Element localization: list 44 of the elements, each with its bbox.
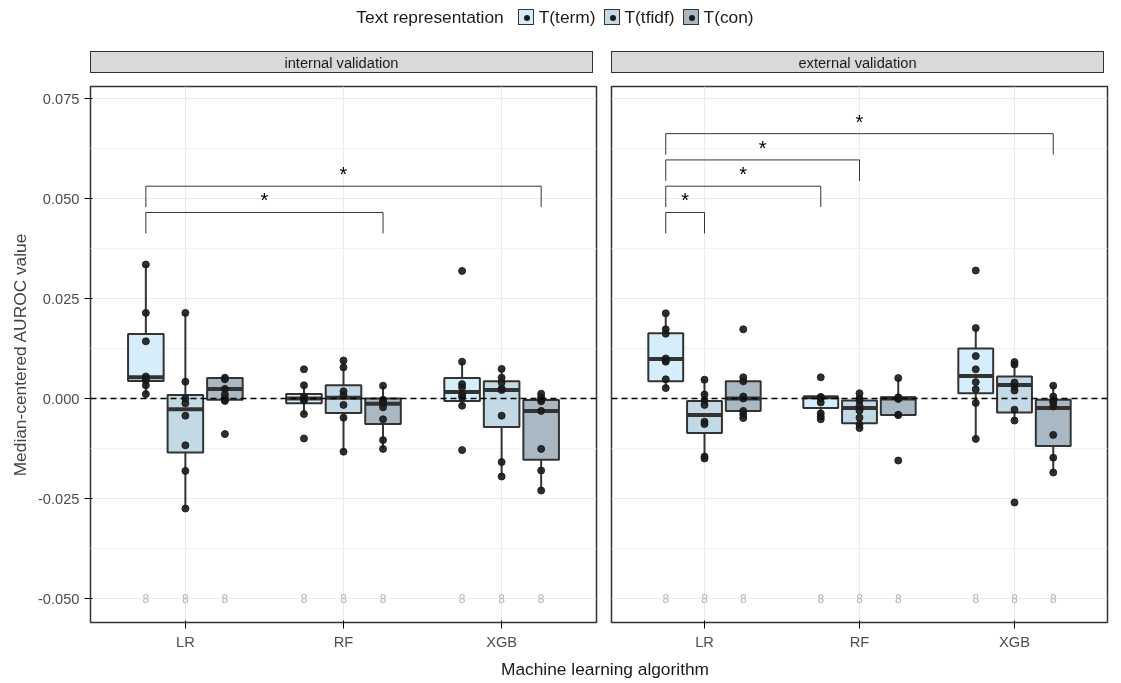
y-tick-label: 0.000	[42, 390, 80, 407]
annotation: 8	[300, 591, 308, 606]
annotation: 8	[498, 591, 506, 606]
annotation: 8	[182, 591, 190, 606]
annotation: *	[739, 163, 748, 186]
y-axis-title: Median-centered AUROC value	[9, 233, 30, 477]
legend-title: Text representation	[356, 6, 504, 29]
annotation: 8	[856, 591, 864, 606]
annotation: 8	[1011, 591, 1019, 606]
annotation: 8	[379, 591, 387, 606]
x-axis-title: Machine learning algorithm	[499, 658, 711, 681]
y-tick-label: 0.025	[42, 290, 80, 307]
annotation: 8	[739, 591, 747, 606]
x-tick-label: XGB	[486, 633, 518, 650]
annotation: *	[260, 189, 269, 212]
y-tick-label: 0.050	[42, 190, 80, 207]
y-tick-label: -0.050	[37, 590, 80, 607]
legend-label: T(term)	[537, 6, 596, 29]
annotation: *	[758, 136, 767, 159]
annotation: 8	[1049, 591, 1057, 606]
annotation: 8	[458, 591, 466, 606]
legend-label: T(tfidf)	[623, 6, 675, 29]
annotation: 8	[221, 591, 229, 606]
annotation: 8	[972, 591, 980, 606]
annotation: 8	[537, 591, 545, 606]
annotation: *	[339, 163, 348, 186]
x-tick-label: RF	[849, 633, 870, 650]
annotation: 8	[662, 591, 670, 606]
y-tick-label: 0.075	[42, 90, 80, 107]
chart-title: internal validation	[90, 51, 593, 73]
x-tick-label: LR	[695, 633, 714, 650]
annotation: 8	[340, 591, 348, 606]
annotation: 8	[142, 591, 150, 606]
y-tick-label: -0.025	[37, 490, 80, 507]
legend-label: T(con)	[702, 6, 754, 29]
x-tick-label: RF	[333, 633, 354, 650]
x-tick-label: LR	[176, 633, 195, 650]
annotation: *	[681, 189, 690, 212]
annotation: *	[855, 110, 864, 133]
annotation: 8	[701, 591, 709, 606]
annotation: 8	[894, 591, 902, 606]
x-tick-label: XGB	[999, 633, 1030, 650]
annotation: 8	[817, 591, 825, 606]
chart-title: external validation	[611, 51, 1104, 73]
